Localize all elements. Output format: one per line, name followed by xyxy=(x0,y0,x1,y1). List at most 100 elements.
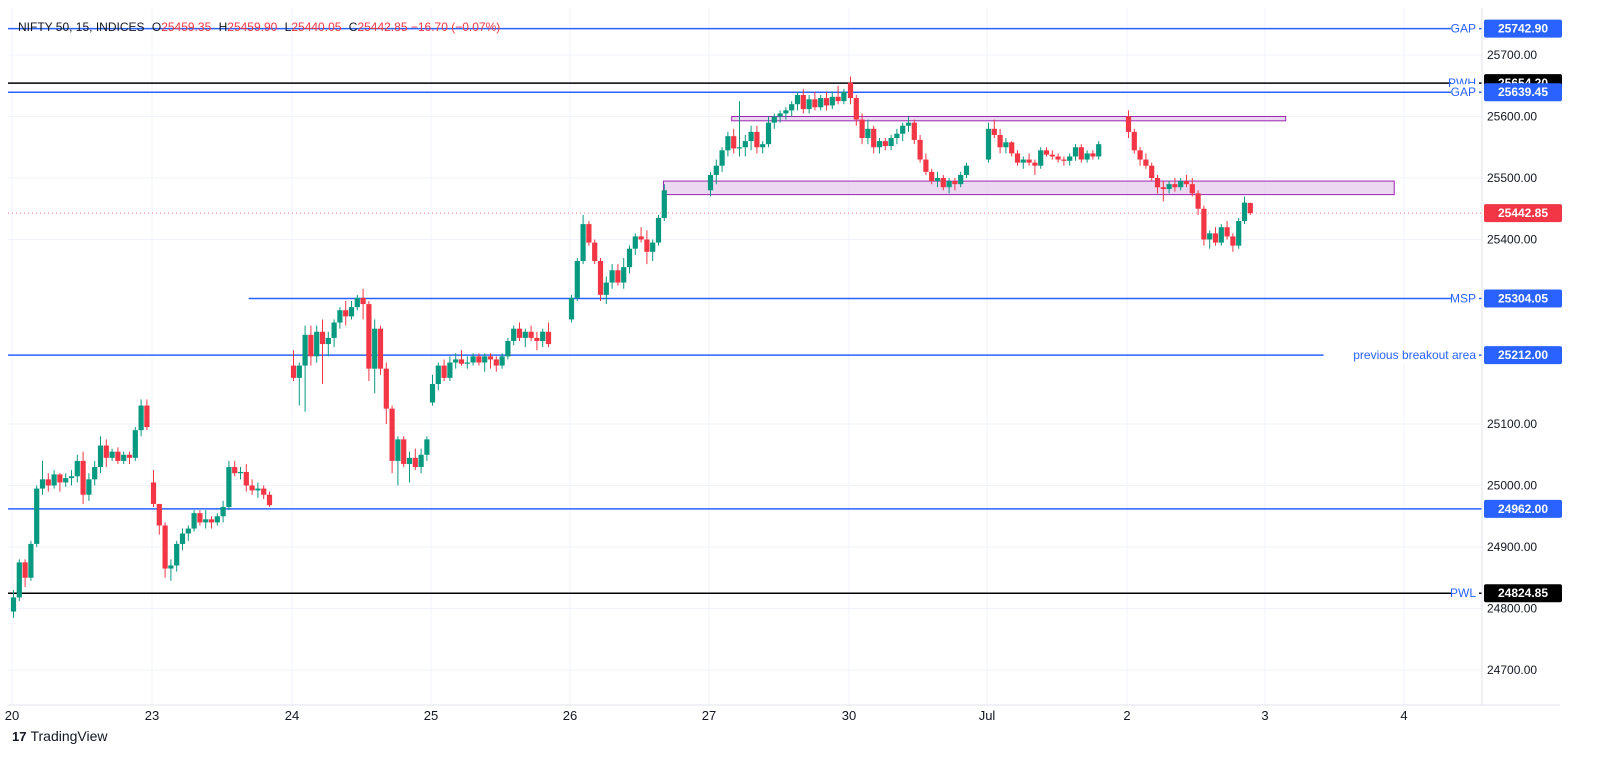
candle xyxy=(534,331,540,351)
candle-body xyxy=(991,128,997,135)
candle xyxy=(395,436,401,486)
close-value: 25442.85 xyxy=(357,20,408,34)
candle-body xyxy=(493,359,499,366)
candle-body xyxy=(748,131,754,142)
candle-body xyxy=(314,331,320,357)
candle-body xyxy=(1078,147,1084,160)
grid-lines xyxy=(8,8,1482,705)
level-label: GAP xyxy=(1451,22,1476,36)
candle-body xyxy=(505,340,511,357)
candle xyxy=(771,113,777,129)
candles xyxy=(10,76,1253,618)
candle xyxy=(765,116,772,148)
candle-body xyxy=(963,165,970,175)
candle xyxy=(174,540,180,572)
candle-body xyxy=(1061,159,1067,161)
candle xyxy=(68,470,75,486)
candle-body xyxy=(923,159,929,172)
candle xyxy=(109,448,115,461)
candle xyxy=(39,460,46,495)
candle-body xyxy=(418,454,424,468)
candle-body xyxy=(859,119,865,139)
candle xyxy=(597,257,604,301)
candle xyxy=(655,214,662,246)
candle-body xyxy=(138,405,144,431)
candle xyxy=(991,119,997,139)
candle xyxy=(742,134,748,157)
candle xyxy=(929,168,935,185)
candle xyxy=(1230,233,1236,252)
candle xyxy=(818,94,824,111)
candle xyxy=(412,448,418,471)
candle-body xyxy=(568,297,575,320)
candle-body xyxy=(1096,144,1102,157)
candle xyxy=(10,590,17,618)
candle xyxy=(783,107,789,120)
candle-body xyxy=(185,528,191,534)
candle-body xyxy=(783,110,789,114)
candle xyxy=(1212,227,1219,246)
candle-body xyxy=(255,488,261,491)
candle xyxy=(57,473,63,492)
candle-body xyxy=(383,368,389,409)
candle xyxy=(638,227,644,243)
y-tick-label: 24700.00 xyxy=(1487,663,1537,677)
candle-body xyxy=(1125,116,1132,132)
tradingview-brand[interactable]: 17 TradingView xyxy=(12,728,108,744)
candle-body xyxy=(1201,208,1207,240)
y-tick-label: 25000.00 xyxy=(1487,479,1537,493)
candle-body xyxy=(476,356,482,363)
candle-body xyxy=(337,310,343,323)
candle-body xyxy=(10,597,17,612)
candle xyxy=(882,138,888,151)
candle-body xyxy=(644,239,650,252)
candle xyxy=(1131,128,1137,154)
level-label-bg xyxy=(1450,84,1479,101)
candle xyxy=(482,353,488,372)
level-price-text: 25639.45 xyxy=(1498,85,1548,99)
candle xyxy=(255,482,261,498)
candle-body xyxy=(603,282,609,295)
candle-body xyxy=(1032,162,1038,166)
candle-body xyxy=(1154,178,1161,188)
x-tick-label: 23 xyxy=(145,708,159,723)
candle xyxy=(92,460,98,486)
level-price-tag xyxy=(1484,346,1562,365)
candle-body xyxy=(441,365,447,378)
candle xyxy=(754,125,760,154)
candle-body xyxy=(214,516,220,523)
candle xyxy=(615,264,621,286)
candle xyxy=(574,257,580,301)
candle xyxy=(1009,141,1015,157)
candle xyxy=(876,138,883,154)
candle-body xyxy=(1090,153,1096,157)
candle xyxy=(1038,147,1044,169)
candle-body xyxy=(296,365,302,378)
last-price-tag xyxy=(1484,204,1562,223)
candle xyxy=(760,141,766,154)
candle xyxy=(185,525,191,541)
candle-body xyxy=(121,454,127,461)
level-price-tag xyxy=(1484,289,1562,308)
candle xyxy=(150,470,157,508)
candle-body xyxy=(1043,150,1050,155)
level-label-bg xyxy=(1450,290,1479,307)
candle xyxy=(865,119,871,145)
x-tick-label: 2 xyxy=(1123,708,1130,723)
candle xyxy=(888,134,894,151)
candle-body xyxy=(406,457,413,464)
candle xyxy=(946,178,952,194)
candle-body xyxy=(1143,159,1149,166)
candle xyxy=(713,159,719,185)
candle-body xyxy=(760,144,766,148)
candle-body xyxy=(197,513,203,523)
candle-body xyxy=(626,248,633,268)
candle xyxy=(249,479,255,495)
level-label-bg xyxy=(1450,20,1479,37)
candle-body xyxy=(1195,193,1201,209)
candle xyxy=(1166,181,1172,194)
candle-body xyxy=(191,513,197,529)
candle xyxy=(470,353,476,366)
candle xyxy=(372,319,378,394)
